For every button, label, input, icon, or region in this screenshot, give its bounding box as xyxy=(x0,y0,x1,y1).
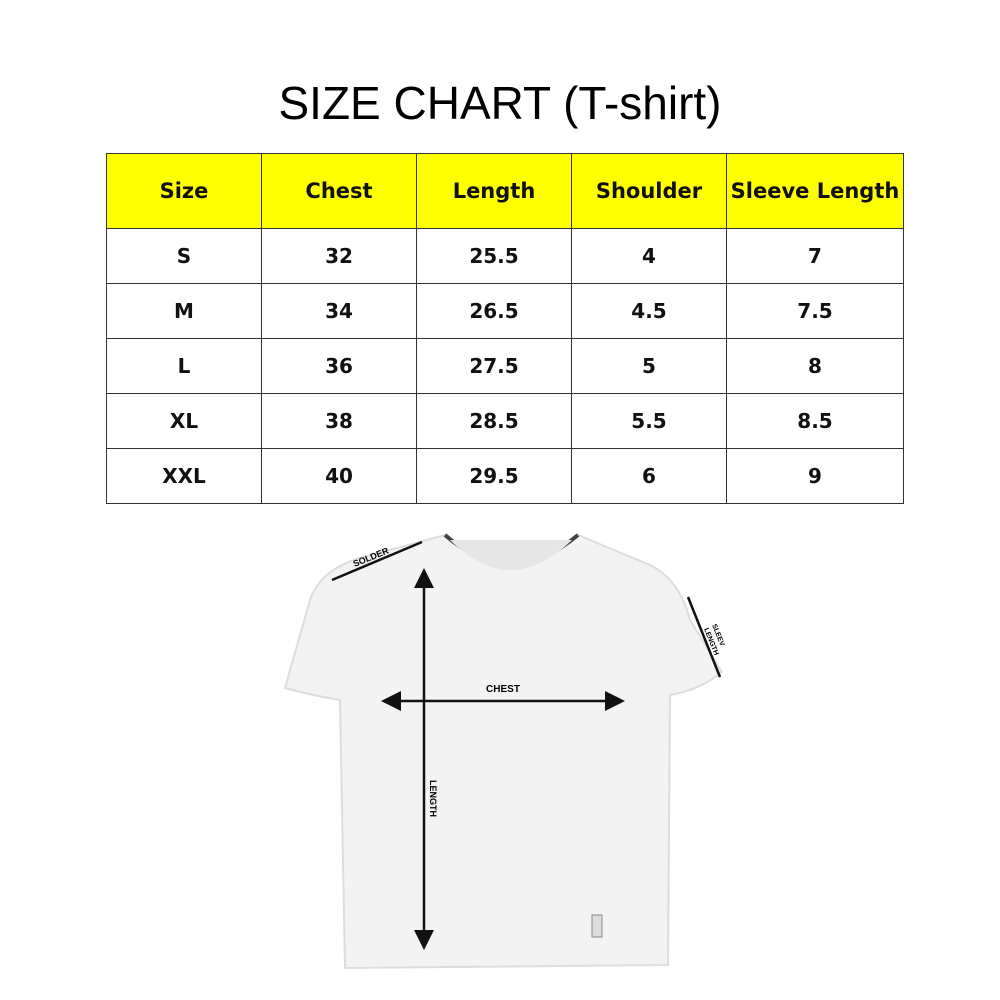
table-cell: 40 xyxy=(261,448,417,504)
shoulder-measure-line xyxy=(331,540,423,582)
table-cell: L xyxy=(106,338,262,394)
table-row: XL 38 28.5 5.5 8.5 xyxy=(106,393,904,449)
table-cell: 38 xyxy=(261,393,417,449)
size-table: Size Chest Length Shoulder Sleeve Length S 32… xyxy=(106,153,904,504)
sleeve-measure-line xyxy=(686,596,722,678)
table-cell: 29.5 xyxy=(416,448,572,504)
table-cell: 28.5 xyxy=(416,393,572,449)
table-cell: 26.5 xyxy=(416,283,572,339)
table-cell: XL xyxy=(106,393,262,449)
column-header: Sleeve Length xyxy=(726,153,904,229)
column-header: Size xyxy=(106,153,262,229)
tshirt-shape xyxy=(283,533,724,970)
table-cell: 25.5 xyxy=(416,228,572,284)
tshirt-diagram: SOLDER SLEEV LENGTH CHEST LENGTH xyxy=(283,533,725,970)
column-header: Shoulder xyxy=(571,153,727,229)
table-cell: 36 xyxy=(261,338,417,394)
table-cell: 5 xyxy=(571,338,727,394)
tag-icon xyxy=(591,914,603,938)
table-cell: 8.5 xyxy=(726,393,904,449)
column-header: Length xyxy=(416,153,572,229)
table-cell: 5.5 xyxy=(571,393,727,449)
column-header: Chest xyxy=(261,153,417,229)
page-title: SIZE CHART (T-shirt) xyxy=(278,77,722,129)
table-cell: 6 xyxy=(571,448,727,504)
table-cell: 4 xyxy=(571,228,727,284)
table-cell: 8 xyxy=(726,338,904,394)
chest-label: CHEST xyxy=(486,684,520,695)
table-row: M 34 26.5 4.5 7.5 xyxy=(106,283,904,339)
table-cell: XXL xyxy=(106,448,262,504)
table-row: S 32 25.5 4 7 xyxy=(106,228,904,284)
table-row: XXL 40 29.5 6 9 xyxy=(106,448,904,504)
table-cell: 4.5 xyxy=(571,283,727,339)
table-cell: 7 xyxy=(726,228,904,284)
table-cell: S xyxy=(106,228,262,284)
table-cell: 32 xyxy=(261,228,417,284)
table-row: L 36 27.5 5 8 xyxy=(106,338,904,394)
table-cell: 7.5 xyxy=(726,283,904,339)
table-cell: 27.5 xyxy=(416,338,572,394)
length-label: LENGTH xyxy=(428,780,438,817)
table-cell: 9 xyxy=(726,448,904,504)
table-header-row: Size Chest Length Shoulder Sleeve Length xyxy=(106,153,904,229)
table-cell: M xyxy=(106,283,262,339)
table-cell: 34 xyxy=(261,283,417,339)
